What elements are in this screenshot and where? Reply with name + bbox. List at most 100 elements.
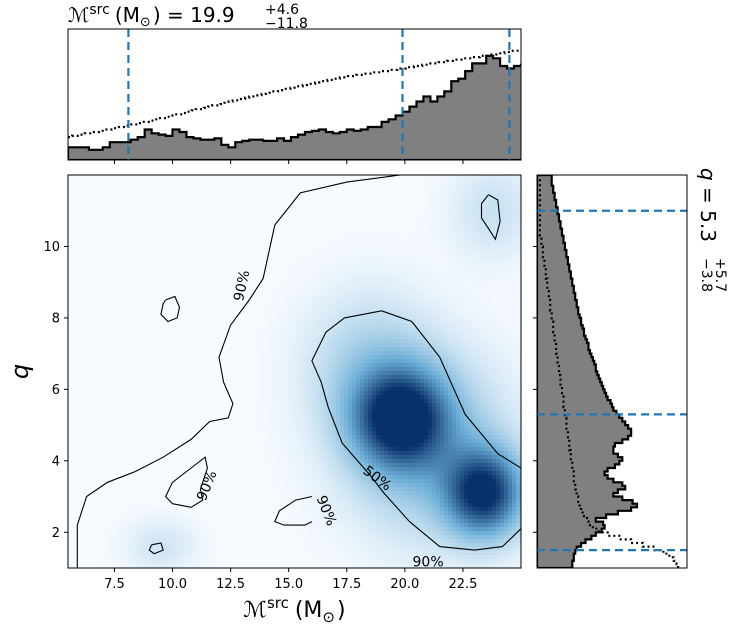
density-cell	[268, 271, 273, 276]
density-cell	[220, 263, 225, 268]
density-cell	[188, 227, 193, 232]
density-cell	[160, 391, 165, 396]
density-cell	[196, 423, 201, 428]
density-cell	[236, 303, 241, 308]
density-cell	[104, 251, 109, 256]
density-cell	[120, 211, 125, 216]
density-cell	[124, 431, 129, 436]
density-cell	[144, 515, 149, 520]
density-cell	[260, 415, 265, 420]
density-cell	[128, 403, 133, 408]
density-cell	[192, 519, 197, 524]
density-cell	[216, 539, 221, 544]
density-cell	[124, 379, 129, 384]
density-cell	[208, 175, 213, 180]
density-cell	[96, 523, 101, 528]
density-cell	[240, 551, 245, 556]
density-cell	[232, 415, 237, 420]
density-cell	[164, 175, 169, 180]
density-cell	[164, 407, 169, 412]
density-cell	[144, 195, 149, 200]
density-cell	[76, 539, 81, 544]
density-cell	[144, 315, 149, 320]
density-cell	[72, 379, 77, 384]
density-cell	[192, 515, 197, 520]
density-cell	[148, 327, 153, 332]
density-cell	[172, 459, 177, 464]
density-cell	[208, 299, 213, 304]
density-cell	[112, 227, 117, 232]
density-cell	[232, 187, 237, 192]
density-cell	[200, 523, 205, 528]
density-cell	[256, 203, 261, 208]
density-cell	[164, 311, 169, 316]
density-cell	[120, 295, 125, 300]
density-cell	[84, 199, 89, 204]
density-cell	[176, 231, 181, 236]
density-cell	[184, 451, 189, 456]
density-cell	[244, 275, 249, 280]
density-cell	[236, 447, 241, 452]
density-cell	[116, 295, 121, 300]
density-cell	[100, 351, 105, 356]
density-cell	[92, 195, 97, 200]
density-cell	[128, 407, 133, 412]
density-cell	[156, 503, 161, 508]
density-cell	[148, 415, 153, 420]
density-cell	[204, 523, 209, 528]
density-cell	[116, 355, 121, 360]
density-cell	[216, 491, 221, 496]
density-cell	[256, 511, 261, 516]
density-cell	[120, 363, 125, 368]
density-cell	[240, 427, 245, 432]
density-cell	[128, 223, 133, 228]
density-cell	[168, 399, 173, 404]
density-cell	[116, 483, 121, 488]
density-cell	[220, 255, 225, 260]
density-cell	[84, 455, 89, 460]
density-cell	[172, 531, 177, 536]
density-cell	[92, 179, 97, 184]
density-cell	[144, 287, 149, 292]
density-cell	[200, 295, 205, 300]
density-cell	[148, 275, 153, 280]
density-cell	[152, 219, 157, 224]
density-cell	[240, 223, 245, 228]
density-cell	[244, 463, 249, 468]
density-cell	[216, 391, 221, 396]
density-cell	[120, 455, 125, 460]
density-cell	[252, 231, 257, 236]
density-cell	[88, 319, 93, 324]
density-cell	[168, 247, 173, 252]
density-cell	[188, 255, 193, 260]
density-cell	[236, 179, 241, 184]
density-cell	[72, 283, 77, 288]
density-cell	[184, 187, 189, 192]
density-cell	[72, 375, 77, 380]
density-cell	[84, 471, 89, 476]
density-cell	[132, 463, 137, 468]
density-cell	[204, 519, 209, 524]
density-cell	[216, 299, 221, 304]
density-cell	[92, 395, 97, 400]
density-cell	[88, 447, 93, 452]
density-cell	[232, 323, 237, 328]
density-cell	[196, 299, 201, 304]
density-cell	[104, 543, 109, 548]
density-cell	[148, 207, 153, 212]
density-cell	[196, 539, 201, 544]
density-cell	[248, 191, 253, 196]
density-cell	[104, 499, 109, 504]
density-cell	[180, 467, 185, 472]
density-cell	[188, 207, 193, 212]
density-cell	[208, 387, 213, 392]
density-cell	[100, 235, 105, 240]
density-cell	[248, 383, 253, 388]
density-cell	[180, 411, 185, 416]
density-cell	[228, 543, 233, 548]
density-cell	[200, 451, 205, 456]
density-cell	[164, 271, 169, 276]
density-cell	[252, 347, 257, 352]
density-cell	[192, 455, 197, 460]
density-cell	[256, 303, 261, 308]
